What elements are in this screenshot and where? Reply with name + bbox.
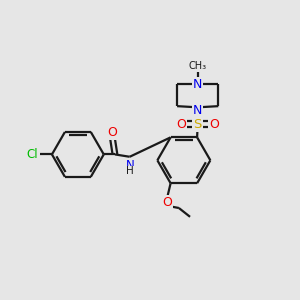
Text: S: S [194,118,202,130]
Text: Cl: Cl [26,148,38,161]
Text: N: N [126,158,135,172]
Text: N: N [193,104,202,117]
Text: O: O [209,118,219,130]
Text: O: O [177,118,186,130]
Text: O: O [108,126,118,139]
Text: N: N [193,78,202,91]
Text: H: H [126,167,134,176]
Text: O: O [162,196,172,208]
Text: CH₃: CH₃ [189,61,207,71]
